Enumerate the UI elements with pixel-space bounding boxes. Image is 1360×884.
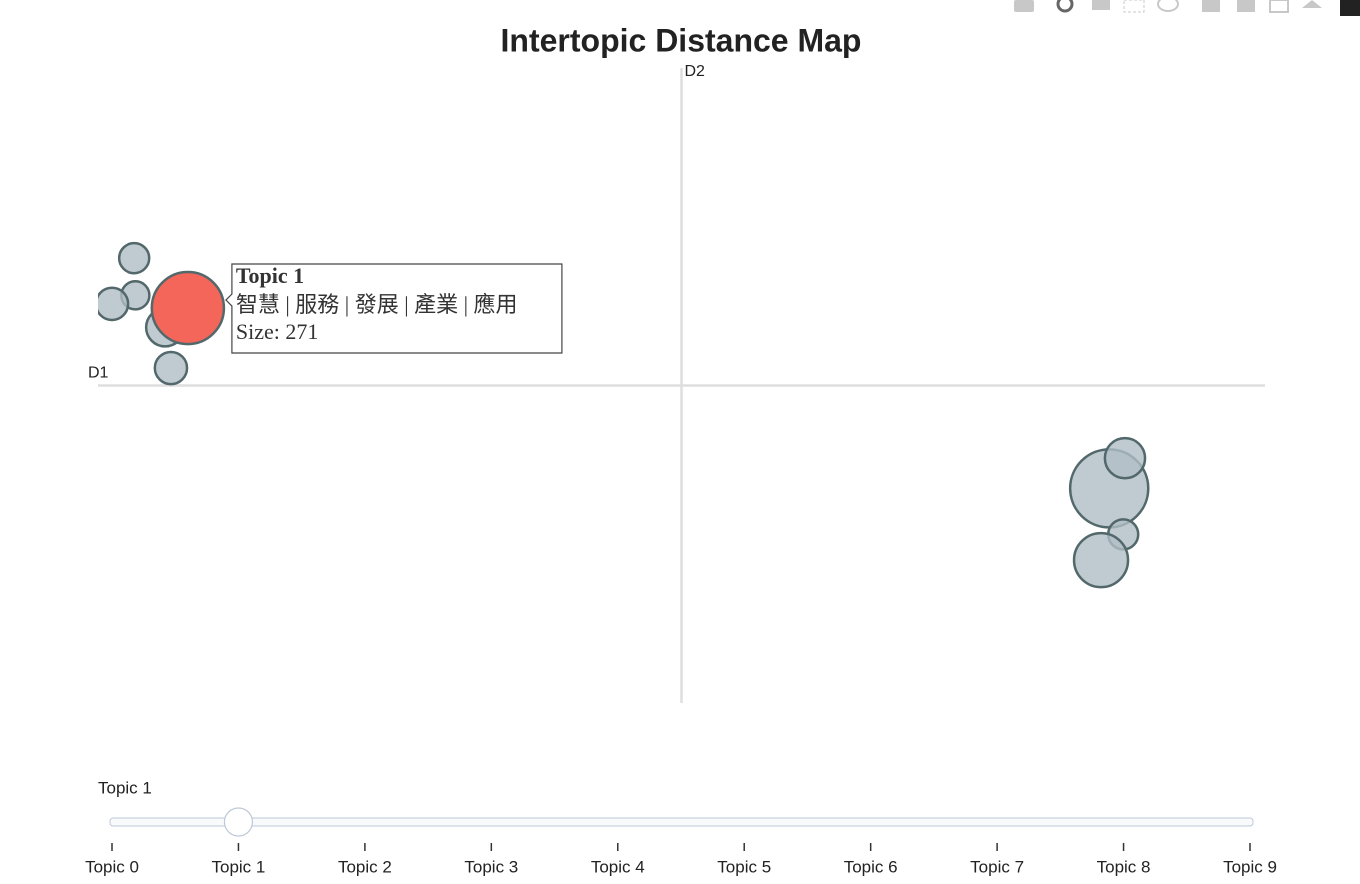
- camera-button[interactable]: [1014, 0, 1034, 12]
- plotly-logo[interactable]: [1340, 0, 1360, 16]
- topic-bubble: [1072, 531, 1130, 589]
- x-axis-label: D1: [88, 365, 109, 382]
- zoom-in-button[interactable]: [1202, 0, 1220, 12]
- slider-step-label[interactable]: Topic 0: [85, 857, 139, 876]
- topic-bubble: [150, 270, 226, 346]
- modebar: [1014, 0, 1360, 16]
- slider-step-label[interactable]: Topic 4: [591, 857, 645, 876]
- slider-step-label[interactable]: Topic 6: [844, 857, 898, 876]
- slider-step-label[interactable]: Topic 1: [212, 857, 266, 876]
- slider-step-label[interactable]: Topic 3: [464, 857, 518, 876]
- topic-bubble: [1103, 436, 1147, 480]
- autoscale-button[interactable]: [1269, 0, 1289, 13]
- reset-button[interactable]: [1302, 0, 1322, 8]
- slider-step-label[interactable]: Topic 9: [1223, 857, 1277, 876]
- slider-step-label[interactable]: Topic 7: [970, 857, 1024, 876]
- tooltip-size: Size: 271: [236, 319, 319, 344]
- pan-button[interactable]: [1092, 0, 1110, 10]
- zoom-button[interactable]: [1056, 0, 1074, 13]
- topic-bubble: [153, 350, 189, 386]
- select-button[interactable]: [1123, 0, 1145, 13]
- topic-bubble: [117, 241, 151, 275]
- tooltip-box: [225, 263, 563, 354]
- chart-title: Intertopic Distance Map: [501, 22, 862, 58]
- tooltip-title: Topic 1: [236, 263, 304, 288]
- slider-step-label[interactable]: Topic 8: [1097, 857, 1151, 876]
- y-axis-label: D2: [685, 63, 706, 80]
- slider-track: [109, 817, 1254, 827]
- topic-bubble: [98, 286, 130, 322]
- slider-step-label[interactable]: Topic 5: [717, 857, 771, 876]
- slider-current-value: Topic 1: [98, 778, 152, 797]
- slider-step-label[interactable]: Topic 2: [338, 857, 392, 876]
- slider-handle[interactable]: [223, 807, 254, 837]
- plot-area: [98, 68, 1265, 703]
- tooltip-words: 智慧 | 服務 | 發展 | 產業 | 應用: [236, 292, 518, 317]
- zoom-out-button[interactable]: [1237, 0, 1255, 12]
- lasso-button[interactable]: [1157, 0, 1179, 12]
